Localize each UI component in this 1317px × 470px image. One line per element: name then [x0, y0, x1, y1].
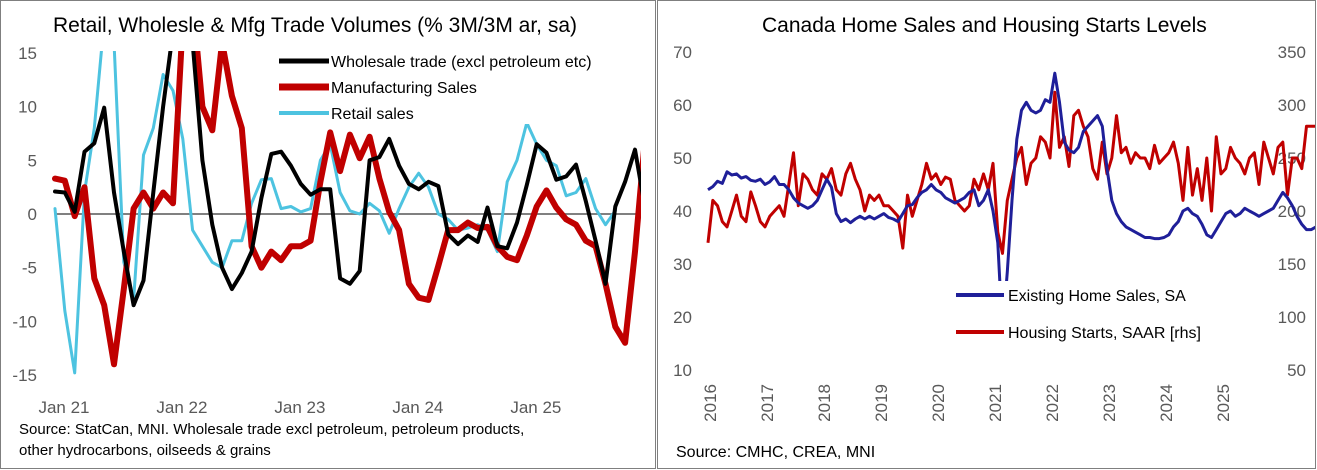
right-left-y-tick-label: 60 [673, 96, 692, 115]
right-x-tick-label: 2023 [1100, 384, 1119, 422]
right-legend-label-housing-starts-saar-rhs: Housing Starts, SAAR [rhs] [1008, 325, 1201, 342]
right-x-tick-label: 2018 [815, 384, 834, 422]
left-legend-label-wholesale-trade-excl-petroleum-etc: Wholesale trade (excl petroleum etc) [331, 54, 592, 71]
right-chart-source: Source: CMHC, CREA, MNI [676, 444, 876, 461]
right-right-y-tick-label: 350 [1278, 43, 1306, 62]
right-chart-title: Canada Home Sales and Housing Starts Lev… [762, 14, 1207, 37]
left-chart-plot: -15 -10 -5 0 5 10 15 Jan 21 Jan 22 Jan 23 Jan 24 Ja… [12, 44, 655, 417]
left-y-tick-label: -10 [12, 312, 37, 331]
left-x-tick-label: Jan 22 [156, 398, 207, 417]
left-x-tick-label: Jan 23 [274, 398, 325, 417]
left-series-group [52, 51, 641, 375]
right-left-y-tick-label: 20 [673, 308, 692, 327]
left-y-tick-label: 15 [18, 44, 37, 63]
right-right-y-tick-label: 200 [1278, 202, 1306, 221]
left-chart-panel: Retail, Wholesle & Mfg Trade Volumes (% … [0, 0, 656, 469]
left-y-tick-label: -15 [12, 366, 37, 385]
right-right-y-tick-label: 100 [1278, 308, 1306, 327]
right-x-tick-label: 2017 [758, 384, 777, 422]
left-legend-label-retail-sales: Retail sales [331, 106, 414, 123]
left-y-tick-label: 0 [28, 205, 37, 224]
left-x-tick-label: Jan 21 [38, 398, 89, 417]
right-right-y-tick-label: 300 [1278, 96, 1306, 115]
left-x-tick-label: Jan 24 [392, 398, 443, 417]
right-legend-label-existing-home-sales-sa: Existing Home Sales, SA [1008, 288, 1186, 305]
left-x-tick-label: Jan 25 [510, 398, 561, 417]
right-left-y-tick-label: 10 [673, 361, 692, 380]
left-chart-source: Source: StatCan, MNI. Wholesale trade ex… [19, 419, 524, 461]
left-chart-source-line1: Source: StatCan, MNI. Wholesale trade ex… [19, 421, 525, 438]
left-y-tick-label: 10 [18, 98, 37, 117]
right-series-line-existing-home-sales-sa [707, 71, 1315, 335]
left-series-line-retail-sales [53, 51, 617, 375]
left-series-line-manufacturing-sales [52, 51, 641, 368]
left-legend-bg [271, 102, 655, 124]
left-chart-title: Retail, Wholesle & Mfg Trade Volumes (% … [53, 14, 578, 37]
left-legend-bg [271, 76, 655, 98]
right-left-y-tick-label: 30 [673, 255, 692, 274]
right-left-y-tick-label: 40 [673, 202, 692, 221]
right-x-tick-label: 2016 [701, 384, 720, 422]
right-x-tick-label: 2025 [1214, 384, 1233, 422]
right-chart-panel: Canada Home Sales and Housing Starts Lev… [657, 0, 1316, 469]
right-left-y-tick-label: 50 [673, 149, 692, 168]
right-x-tick-label: 2019 [872, 384, 891, 422]
right-x-tick-label: 2020 [929, 384, 948, 422]
right-x-tick-label: 2022 [1043, 384, 1062, 422]
left-legend-bg [271, 50, 655, 72]
right-series-line-housing-starts-saar-rhs [706, 90, 1315, 255]
left-series-line-wholesale-trade-excl-petroleum-etc [53, 51, 641, 308]
right-right-y-tick-label: 50 [1287, 361, 1306, 380]
right-right-y-tick-label: 150 [1278, 255, 1306, 274]
right-x-tick-label: 2021 [986, 384, 1005, 422]
left-chart-source-line2: other hydrocarbons, oilseeds & grains [19, 442, 271, 459]
left-y-tick-label: -5 [22, 259, 37, 278]
left-legend-label-manufacturing-sales: Manufacturing Sales [331, 80, 477, 97]
right-x-tick-label: 2024 [1157, 384, 1176, 422]
left-y-tick-label: 5 [28, 151, 37, 170]
right-left-y-tick-label: 70 [673, 43, 692, 62]
